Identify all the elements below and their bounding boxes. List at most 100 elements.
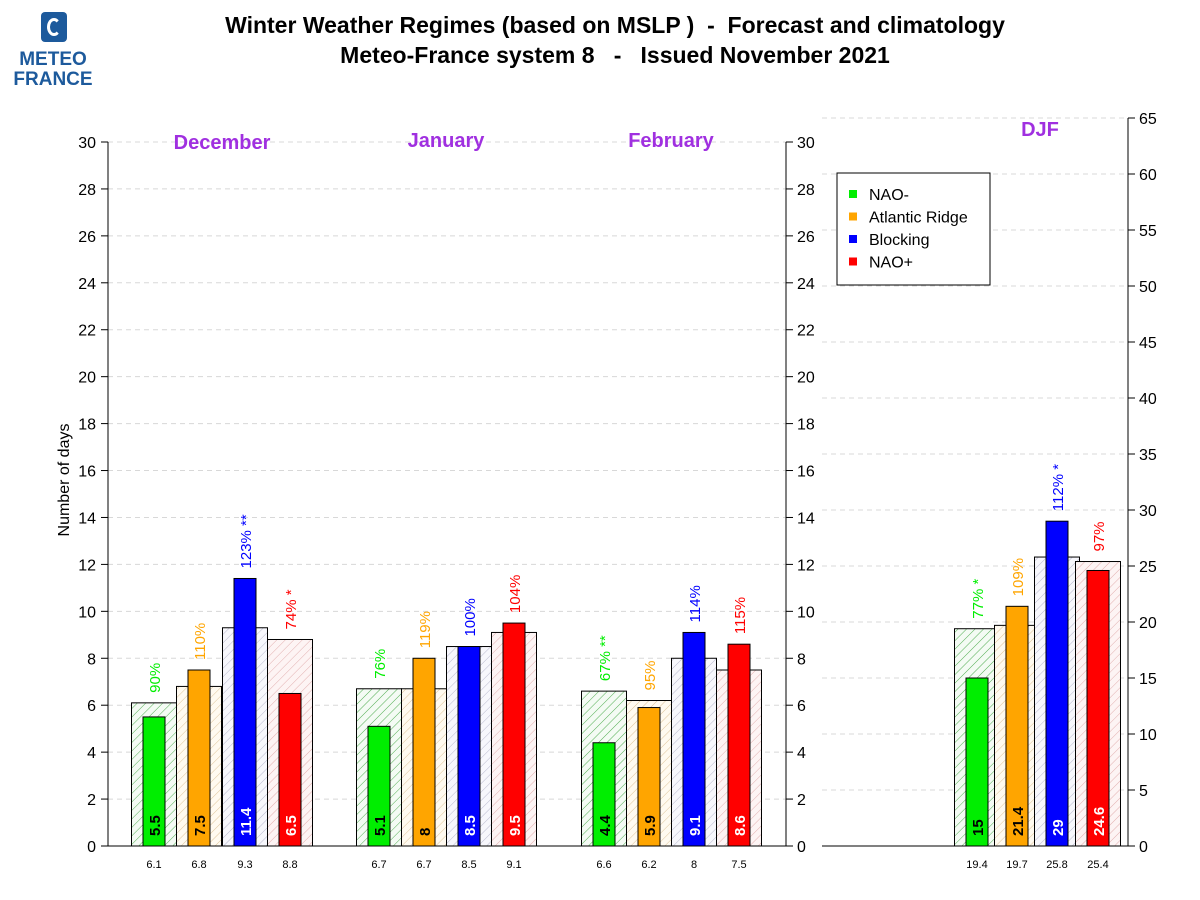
percent-label: 119% xyxy=(417,611,434,648)
legend-label: NAO+ xyxy=(869,255,913,272)
y-axis-right-tick-label: 10 xyxy=(1139,727,1157,744)
y-axis-middle-tick-label: 28 xyxy=(797,182,815,199)
group-label-january: January xyxy=(408,130,486,152)
y-axis-middle-tick-label: 16 xyxy=(797,464,815,481)
y-axis-middle-tick-label: 26 xyxy=(797,229,815,246)
climatology-value-label: 19.4 xyxy=(966,859,987,871)
group-label-february: February xyxy=(628,130,714,152)
climatology-value-label: 6.2 xyxy=(641,859,656,871)
legend-box xyxy=(836,172,991,286)
y-axis-left-tick-label: 4 xyxy=(87,745,96,762)
legend-label: Blocking xyxy=(869,232,929,249)
forecast-value-label: 8 xyxy=(417,828,434,836)
forecast-value-label: 21.4 xyxy=(1010,806,1027,836)
y-axis-middle-tick-label: 24 xyxy=(797,276,815,293)
forecast-value-label: 5.5 xyxy=(147,815,164,836)
climatology-value-label: 9.1 xyxy=(506,859,521,871)
percent-label: 76% xyxy=(372,649,389,679)
y-axis-left-tick-label: 14 xyxy=(78,510,96,527)
y-axis-left-tick-label: 22 xyxy=(78,323,96,340)
y-axis-left-tick-label: 24 xyxy=(78,276,96,293)
forecast-bar xyxy=(457,646,481,847)
percent-label: 112% * xyxy=(1050,464,1067,511)
y-axis-middle-tick-label: 22 xyxy=(797,323,815,340)
forecast-value-label: 6.5 xyxy=(283,815,300,836)
forecast-value-label: 8.5 xyxy=(462,815,479,836)
climatology-value-label: 7.5 xyxy=(731,859,746,871)
climatology-value-label: 8.5 xyxy=(461,859,476,871)
y-axis-left-tick-label: 2 xyxy=(87,792,96,809)
y-axis-right-tick-label: 5 xyxy=(1139,783,1148,800)
forecast-bar xyxy=(412,657,436,847)
climatology-value-label: 9.3 xyxy=(237,859,252,871)
y-axis-middle-tick-label: 4 xyxy=(797,745,806,762)
y-axis-left-tick-label: 28 xyxy=(78,182,96,199)
forecast-bar xyxy=(682,631,706,847)
y-axis-left-tick-label: 30 xyxy=(78,135,96,152)
y-axis-right-tick-label: 15 xyxy=(1139,671,1157,688)
group-label-djf: DJF xyxy=(1021,119,1059,141)
y-axis-middle-tick-label: 10 xyxy=(797,604,815,621)
y-axis-right-tick-label: 45 xyxy=(1139,335,1157,352)
climatology-value-label: 25.4 xyxy=(1087,859,1108,871)
logo-text-line1: METEO xyxy=(19,49,87,70)
forecast-bar xyxy=(278,692,302,847)
y-axis-left-tick-label: 18 xyxy=(78,417,96,434)
percent-label: 104% xyxy=(507,575,524,613)
percent-label: 100% xyxy=(462,598,479,636)
y-axis-middle-tick-label: 0 xyxy=(797,839,806,856)
percent-label: 74% * xyxy=(283,589,300,629)
percent-label: 97% xyxy=(1091,521,1108,551)
percent-label: 109% xyxy=(1010,558,1027,596)
percent-label: 95% xyxy=(642,660,659,690)
y-axis-label: Number of days xyxy=(56,424,73,537)
y-axis-right-tick-label: 50 xyxy=(1139,279,1157,296)
chart-title: Winter Weather Regimes (based on MSLP ) … xyxy=(225,12,1005,38)
y-axis-right-tick-label: 65 xyxy=(1139,111,1157,128)
y-axis-right-tick-label: 55 xyxy=(1139,223,1157,240)
forecast-value-label: 9.5 xyxy=(507,815,524,836)
y-axis-left-tick-label: 12 xyxy=(78,557,96,574)
climatology-value-label: 25.8 xyxy=(1046,859,1067,871)
y-axis-right-tick-label: 25 xyxy=(1139,559,1157,576)
forecast-value-label: 8.6 xyxy=(732,815,749,836)
climatology-value-label: 6.1 xyxy=(146,859,161,871)
climatology-value-label: 6.7 xyxy=(371,859,386,871)
y-axis-left-tick-label: 26 xyxy=(78,229,96,246)
y-axis-left-tick-label: 0 xyxy=(87,839,96,856)
climatology-value-label: 8.8 xyxy=(282,859,297,871)
forecast-bar xyxy=(142,716,166,847)
percent-label: 77% * xyxy=(970,579,987,619)
legend-label: Atlantic Ridge xyxy=(869,210,968,227)
forecast-bar xyxy=(187,669,211,847)
meteo-france-logo: METEO FRANCE xyxy=(8,8,93,92)
climatology-value-label: 19.7 xyxy=(1006,859,1027,871)
percent-label: 67% ** xyxy=(597,635,614,681)
y-axis-middle-tick-label: 6 xyxy=(797,698,806,715)
percent-label: 90% xyxy=(147,663,164,693)
y-axis-right-tick-label: 0 xyxy=(1139,839,1148,856)
y-axis-right-tick-label: 40 xyxy=(1139,391,1157,408)
y-axis-middle-tick-label: 30 xyxy=(797,135,815,152)
y-axis-middle-tick-label: 12 xyxy=(797,557,815,574)
y-axis-middle-tick-label: 18 xyxy=(797,417,815,434)
y-axis-right-tick-label: 60 xyxy=(1139,167,1157,184)
forecast-value-label: 9.1 xyxy=(687,815,704,836)
percent-label: 114% xyxy=(687,585,704,622)
percent-label: 123% ** xyxy=(238,514,255,568)
forecast-bar xyxy=(727,643,751,847)
y-axis-left-tick-label: 16 xyxy=(78,464,96,481)
legend-label: NAO- xyxy=(869,187,909,204)
forecast-value-label: 11.4 xyxy=(238,807,255,836)
y-axis-middle-tick-label: 14 xyxy=(797,510,815,527)
forecast-bar xyxy=(233,577,257,847)
forecast-value-label: 5.1 xyxy=(372,815,389,836)
forecast-value-label: 4.4 xyxy=(597,814,614,836)
forecast-value-label: 15 xyxy=(970,819,987,836)
percent-label: 110% xyxy=(192,623,209,660)
climatology-value-label: 6.7 xyxy=(416,859,431,871)
y-axis-right-tick-label: 20 xyxy=(1139,615,1157,632)
climatology-value-label: 6.8 xyxy=(191,859,206,871)
forecast-bar xyxy=(1005,605,1029,847)
